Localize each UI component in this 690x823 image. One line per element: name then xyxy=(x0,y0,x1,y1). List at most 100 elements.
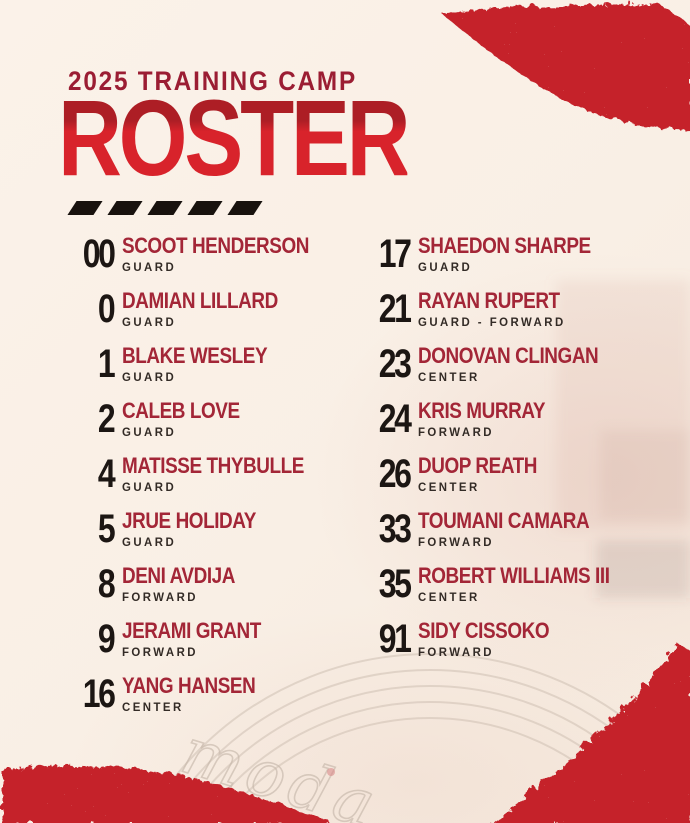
roster-entry: 33 TOUMANI CAMARA FORWARD xyxy=(356,509,646,552)
roster-entry: 5 JRUE HOLIDAY GUARD xyxy=(60,509,356,552)
player-number-cell: 2 xyxy=(60,399,122,439)
player-position: CENTER xyxy=(418,370,480,384)
player-name: BLAKE WESLEY xyxy=(122,343,268,368)
player-number-cell: 16 xyxy=(60,674,122,714)
player-info: SIDY CISSOKO FORWARD xyxy=(418,619,571,659)
player-info: YANG HANSEN CENTER xyxy=(122,674,277,714)
player-number-cell: 26 xyxy=(356,454,418,494)
dash-stripe xyxy=(227,201,263,215)
roster-entry: 0 DAMIAN LILLARD GUARD xyxy=(60,289,356,332)
speckle-bottom-right xyxy=(490,642,690,823)
player-info: MATISSE THYBULLE GUARD xyxy=(122,454,334,494)
player-number-cell: 33 xyxy=(356,509,418,549)
player-info: ROBERT WILLIAMS III CENTER xyxy=(418,564,641,604)
player-info: DENI AVDIJA FORWARD xyxy=(122,564,253,604)
roster-entry: 24 KRIS MURRAY FORWARD xyxy=(356,399,646,442)
player-position: FORWARD xyxy=(122,645,198,659)
player-info: CALEB LOVE GUARD xyxy=(122,399,259,439)
player-number: 35 xyxy=(378,562,411,606)
player-number-cell: 91 xyxy=(356,619,418,659)
player-position: FORWARD xyxy=(418,645,494,659)
player-number: 9 xyxy=(97,617,116,661)
player-number-cell: 17 xyxy=(356,234,418,274)
player-info: SCOOT HENDERSON GUARD xyxy=(122,234,339,274)
player-number: 0 xyxy=(97,287,116,331)
roster-entry: 4 MATISSE THYBULLE GUARD xyxy=(60,454,356,497)
player-position: GUARD xyxy=(122,425,177,439)
roster-entry: 35 ROBERT WILLIAMS III CENTER xyxy=(356,564,646,607)
player-number: 1 xyxy=(97,342,116,386)
player-name: TOUMANI CAMARA xyxy=(418,508,590,533)
player-number: 21 xyxy=(378,287,411,331)
player-number: 24 xyxy=(378,397,411,441)
player-position: GUARD xyxy=(122,370,177,384)
player-name: CALEB LOVE xyxy=(122,398,240,423)
player-number: 23 xyxy=(378,342,411,386)
roster-column-right: 17 SHAEDON SHARPE GUARD 21 RAYAN RUPERT … xyxy=(356,234,646,729)
pinwheel-ripples-watermark xyxy=(143,653,690,823)
roster-entry: 00 SCOOT HENDERSON GUARD xyxy=(60,234,356,277)
player-number-cell: 35 xyxy=(356,564,418,604)
player-info: DAMIAN LILLARD GUARD xyxy=(122,289,303,329)
player-position: GUARD xyxy=(122,480,177,494)
player-position: GUARD xyxy=(122,315,177,329)
player-number-cell: 5 xyxy=(60,509,122,549)
player-info: RAYAN RUPERT GUARD - FORWARD xyxy=(418,289,583,329)
player-name: SHAEDON SHARPE xyxy=(418,233,591,258)
roster-title: ROSTER xyxy=(58,77,411,198)
player-number-cell: 1 xyxy=(60,344,122,384)
player-info: DUOP REATH CENTER xyxy=(418,454,556,494)
roster-entry: 2 CALEB LOVE GUARD xyxy=(60,399,356,442)
camp-subtitle: 2025 TRAINING CAMP xyxy=(68,66,357,96)
player-number: 5 xyxy=(97,507,116,551)
player-number-cell: 24 xyxy=(356,399,418,439)
roster-column-left: 00 SCOOT HENDERSON GUARD 0 DAMIAN LILLAR… xyxy=(60,234,356,729)
player-position: GUARD - FORWARD xyxy=(418,315,566,329)
player-number: 26 xyxy=(378,452,411,496)
player-number-cell: 0 xyxy=(60,289,122,329)
dash-stripe xyxy=(107,201,143,215)
speckle-bottom-left xyxy=(0,763,332,823)
player-position: FORWARD xyxy=(122,590,198,604)
roster-entry: 91 SIDY CISSOKO FORWARD xyxy=(356,619,646,662)
dash-stripe xyxy=(67,201,103,215)
player-position: CENTER xyxy=(418,590,480,604)
player-number-cell: 21 xyxy=(356,289,418,329)
player-number-cell: 9 xyxy=(60,619,122,659)
player-number-cell: 4 xyxy=(60,454,122,494)
player-position: GUARD xyxy=(122,260,177,274)
player-position: FORWARD xyxy=(418,535,494,549)
player-number: 91 xyxy=(378,617,411,661)
roster-columns: 00 SCOOT HENDERSON GUARD 0 DAMIAN LILLAR… xyxy=(60,234,646,729)
player-number: 17 xyxy=(378,232,411,276)
roster-entry: 17 SHAEDON SHARPE GUARD xyxy=(356,234,646,277)
player-number: 4 xyxy=(97,452,116,496)
player-number-cell: 23 xyxy=(356,344,418,384)
player-name: MATISSE THYBULLE xyxy=(122,453,304,478)
player-number: 00 xyxy=(82,232,115,276)
roster-entry: 21 RAYAN RUPERT GUARD - FORWARD xyxy=(356,289,646,332)
player-number-cell: 8 xyxy=(60,564,122,604)
player-position: FORWARD xyxy=(418,425,494,439)
player-position: GUARD xyxy=(418,260,473,274)
dash-stripe xyxy=(187,201,223,215)
player-name: ROBERT WILLIAMS III xyxy=(418,563,610,588)
player-name: SCOOT HENDERSON xyxy=(122,233,309,258)
player-number: 8 xyxy=(97,562,116,606)
player-position: GUARD xyxy=(122,535,177,549)
player-name: RAYAN RUPERT xyxy=(418,288,560,313)
player-info: KRIS MURRAY FORWARD xyxy=(418,399,566,439)
player-name: JRUE HOLIDAY xyxy=(122,508,256,533)
dash-stripe xyxy=(147,201,183,215)
player-number: 33 xyxy=(378,507,411,551)
moda-watermark-dot xyxy=(327,768,335,776)
player-info: DONOVAN CLINGAN CENTER xyxy=(418,344,628,384)
speckle-top-right xyxy=(438,2,690,129)
player-number: 2 xyxy=(97,397,116,441)
player-number-cell: 00 xyxy=(60,234,122,274)
hazard-dashes xyxy=(67,201,263,215)
player-name: SIDY CISSOKO xyxy=(418,618,550,643)
player-position: CENTER xyxy=(122,700,184,714)
